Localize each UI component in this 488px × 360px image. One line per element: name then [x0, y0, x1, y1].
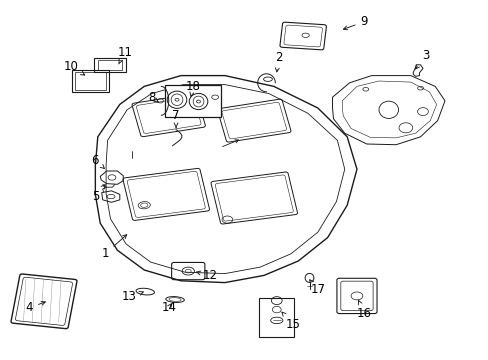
Text: 18: 18 — [185, 80, 200, 96]
Text: 14: 14 — [161, 301, 176, 314]
Text: 6: 6 — [91, 154, 104, 168]
Bar — [72, 70, 108, 92]
Bar — [259, 298, 294, 337]
Bar — [98, 60, 122, 70]
Bar — [94, 58, 126, 72]
Text: 3: 3 — [415, 49, 428, 69]
Text: 15: 15 — [281, 312, 300, 330]
Text: 10: 10 — [63, 60, 84, 75]
Bar — [165, 85, 221, 117]
Text: 5: 5 — [91, 185, 105, 203]
Text: 12: 12 — [196, 269, 217, 282]
Text: 8: 8 — [147, 91, 158, 104]
Text: 17: 17 — [309, 280, 325, 296]
Text: 2: 2 — [274, 51, 282, 72]
Bar — [75, 72, 105, 90]
Text: 11: 11 — [117, 46, 132, 64]
Text: 7: 7 — [172, 109, 180, 127]
Text: 4: 4 — [25, 301, 45, 314]
Text: 1: 1 — [101, 235, 126, 260]
Text: 13: 13 — [122, 291, 143, 303]
Text: 9: 9 — [343, 15, 367, 30]
Text: 16: 16 — [356, 301, 371, 320]
